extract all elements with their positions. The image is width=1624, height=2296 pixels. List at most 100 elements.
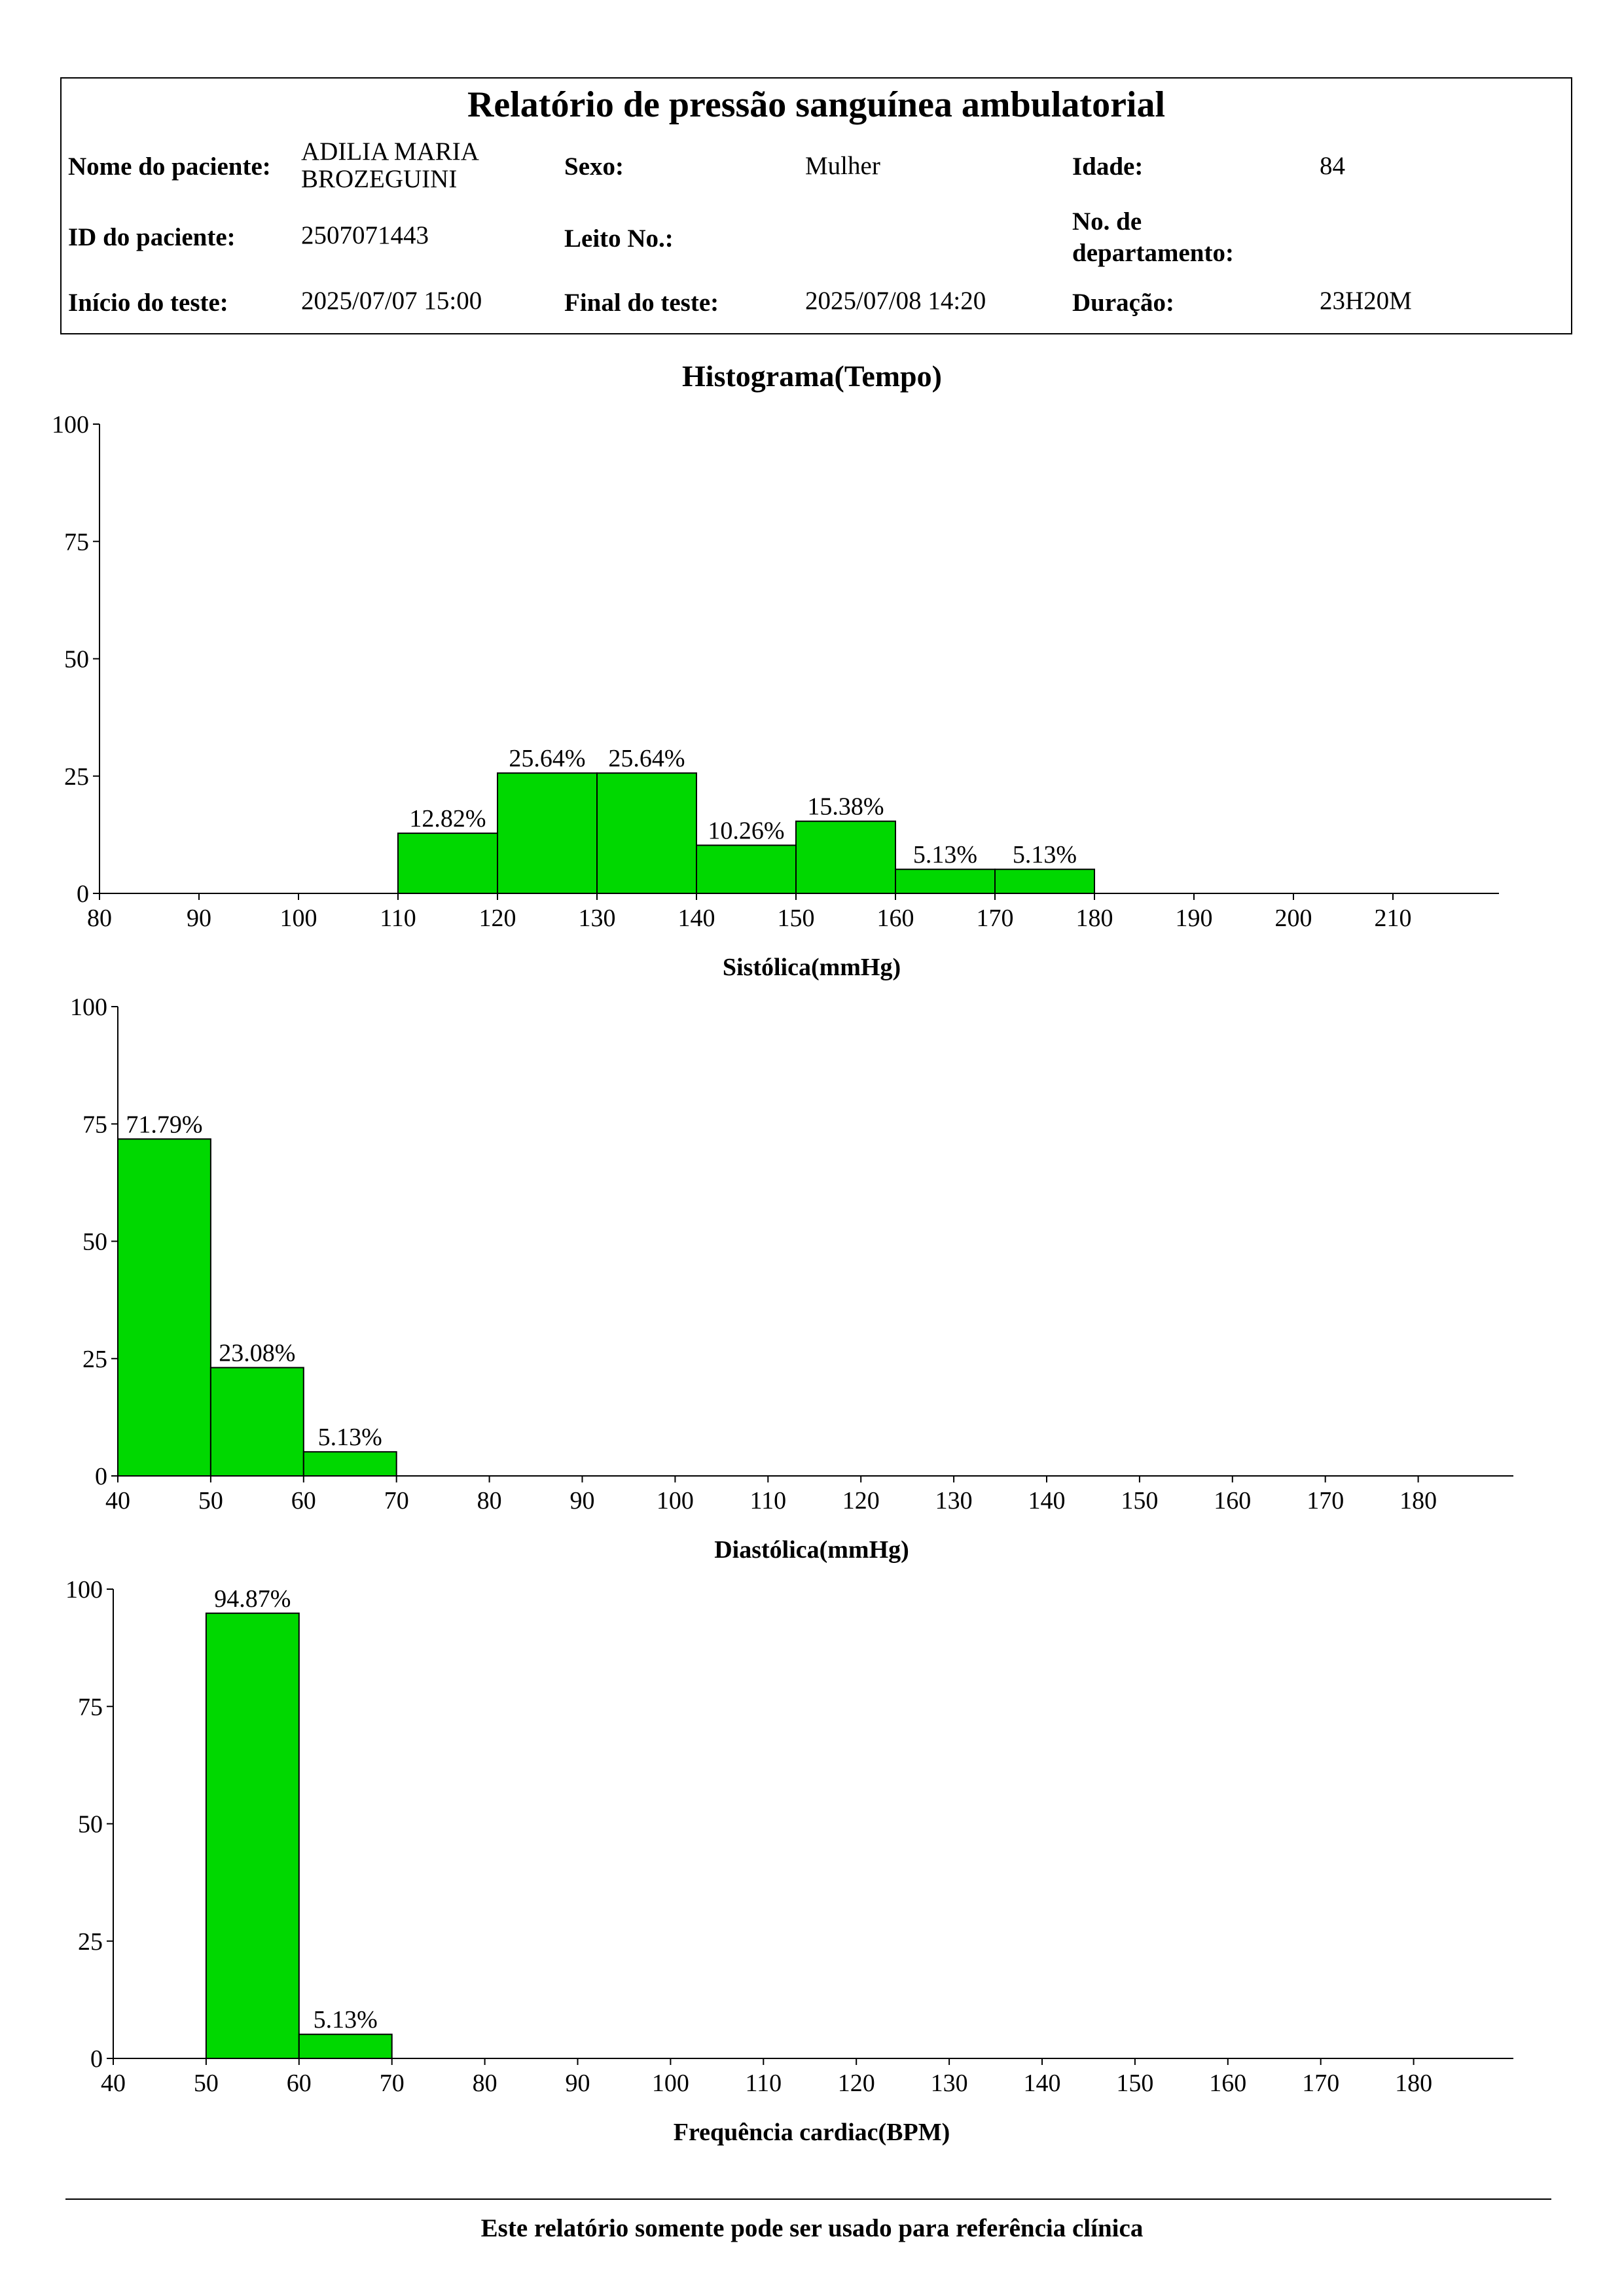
systolic-x-tick-label: 210 — [1375, 905, 1412, 932]
dept-label-line1: No. de — [1072, 207, 1142, 236]
heart-rate-y-tick-label: 100 — [65, 1576, 103, 1604]
diastolic-x-tick-label: 70 — [384, 1487, 409, 1515]
diastolic-x-tick-label: 180 — [1399, 1487, 1437, 1515]
systolic-bar — [397, 833, 498, 895]
systolic-x-tick-label: 110 — [380, 905, 416, 932]
systolic-x-tick-label: 170 — [977, 905, 1014, 932]
heart-rate-x-tick-label: 80 — [473, 2070, 497, 2097]
heart-rate-x-tick-label: 120 — [838, 2070, 875, 2097]
systolic-bar-label: 10.26% — [708, 817, 784, 844]
end-label: Final do teste: — [564, 289, 719, 317]
start-label: Início do teste: — [68, 289, 228, 317]
age-label: Idade: — [1072, 152, 1144, 181]
footer-divider — [65, 2198, 1551, 2200]
heart-rate-y-tick-label: 25 — [78, 1928, 103, 1956]
systolic-x-tick-label: 100 — [280, 905, 317, 932]
report-title: Relatório de pressão sanguínea ambulator… — [467, 84, 1166, 125]
heart-rate-x-tick-label: 70 — [380, 2070, 405, 2097]
diastolic-x-axis-label: Diastólica(mmHg) — [714, 1536, 909, 1564]
diastolic-bar — [302, 1451, 397, 1477]
diastolic-x-tick-label: 160 — [1214, 1487, 1251, 1515]
end-value: 2025/07/08 14:20 — [805, 287, 986, 315]
heart-rate-x-tick-label: 50 — [194, 2070, 219, 2097]
systolic-bar — [696, 844, 797, 894]
age-value: 84 — [1320, 152, 1345, 180]
systolic-y-tick-label: 0 — [77, 880, 89, 908]
diastolic-x-tick-label: 140 — [1028, 1487, 1066, 1515]
heart-rate-x-tick-label: 100 — [652, 2070, 689, 2097]
heart-rate-x-tick-label: 180 — [1395, 2070, 1432, 2097]
systolic-bar — [895, 869, 996, 894]
heart-rate-y-tick-label: 50 — [78, 1811, 103, 1839]
diastolic-x-tick-label: 150 — [1121, 1487, 1158, 1515]
patient-id-label: ID do paciente: — [68, 223, 236, 251]
diastolic-x-tick-label: 170 — [1307, 1487, 1344, 1515]
diastolic-y-tick-label: 25 — [82, 1346, 107, 1373]
diastolic-y-tick-label: 75 — [82, 1111, 107, 1138]
diastolic-y-tick-label: 50 — [82, 1229, 107, 1256]
patient-id-value: 2507071443 — [301, 221, 429, 249]
systolic-y-tick-label: 100 — [52, 411, 89, 439]
systolic-bar-label: 5.13% — [913, 841, 977, 869]
duration-value: 23H20M — [1320, 287, 1412, 315]
systolic-x-tick-label: 160 — [877, 905, 914, 932]
heart-rate-x-tick-label: 160 — [1209, 2070, 1246, 2097]
systolic-y-tick-label: 25 — [64, 763, 89, 791]
heart-rate-x-axis-label: Frequência cardiac(BPM) — [674, 2119, 950, 2146]
systolic-x-tick-label: 190 — [1176, 905, 1213, 932]
heart-rate-y-tick-label: 0 — [90, 2045, 103, 2073]
heart-rate-x-tick-label: 150 — [1116, 2070, 1153, 2097]
systolic-bar — [596, 772, 697, 894]
systolic-x-tick-label: 90 — [187, 905, 211, 932]
diastolic-bar — [117, 1138, 211, 1477]
systolic-bar-label: 12.82% — [409, 805, 486, 833]
systolic-bar-label: 15.38% — [807, 793, 884, 821]
heart-rate-x-tick-label: 130 — [931, 2070, 968, 2097]
histogram-title: Histograma(Tempo) — [682, 359, 942, 393]
diastolic-bar-label: 5.13% — [318, 1424, 382, 1451]
duration-label: Duração: — [1072, 289, 1174, 317]
systolic-x-tick-label: 130 — [579, 905, 616, 932]
systolic-x-tick-label: 140 — [678, 905, 715, 932]
systolic-bar — [497, 772, 598, 894]
dept-label-line2: departamento: — [1072, 239, 1234, 267]
systolic-bar-label: 25.64% — [608, 745, 685, 772]
bed-label: Leito No.: — [564, 224, 674, 253]
sex-label: Sexo: — [564, 152, 624, 181]
systolic-bar — [795, 820, 896, 894]
diastolic-bar — [209, 1367, 304, 1477]
systolic-y-tick-label: 50 — [64, 646, 89, 673]
diastolic-bar-label: 71.79% — [126, 1111, 202, 1138]
diastolic-x-tick-label: 90 — [570, 1487, 595, 1515]
systolic-x-tick-label: 150 — [778, 905, 815, 932]
heart-rate-x-tick-label: 170 — [1302, 2070, 1339, 2097]
diastolic-x-tick-label: 60 — [291, 1487, 316, 1515]
diastolic-bar-label: 23.08% — [219, 1340, 295, 1367]
systolic-x-tick-label: 180 — [1076, 905, 1113, 932]
heart-rate-bar-label: 5.13% — [314, 2006, 378, 2034]
heart-rate-x-tick-label: 110 — [746, 2070, 782, 2097]
heart-rate-x-tick-label: 140 — [1024, 2070, 1061, 2097]
heart-rate-histogram: 94.87% 5.13% 0 25 50 75 100 40 50 60 70 80 90 100 110 1… — [65, 1576, 1513, 2146]
heart-rate-bar-label: 94.87% — [214, 1585, 291, 1613]
patient-name-label: Nome do paciente: — [68, 152, 271, 181]
sex-value: Mulher — [805, 152, 880, 180]
systolic-bar-label: 5.13% — [1013, 841, 1077, 869]
footer-note: Este relatório somente pode ser usado pa… — [480, 2214, 1144, 2242]
systolic-x-axis-label: Sistólica(mmHg) — [723, 954, 901, 981]
systolic-y-tick-label: 75 — [64, 528, 89, 556]
heart-rate-bar — [205, 1612, 300, 2059]
diastolic-x-tick-label: 50 — [198, 1487, 223, 1515]
patient-name-line1: ADILIA MARIA — [301, 137, 479, 166]
systolic-x-tick-label: 200 — [1275, 905, 1312, 932]
heart-rate-bar — [298, 2034, 393, 2059]
diastolic-x-tick-label: 80 — [477, 1487, 502, 1515]
systolic-bar — [994, 869, 1095, 894]
diastolic-x-tick-label: 120 — [842, 1487, 880, 1515]
diastolic-y-tick-label: 100 — [70, 994, 107, 1021]
systolic-histogram: 12.82% 25.64% 25.64% 10.26% 15.38% 5.13% 5.13%… — [52, 411, 1499, 981]
diastolic-x-tick-label: 100 — [657, 1487, 694, 1515]
systolic-x-tick-label: 120 — [479, 905, 516, 932]
diastolic-x-tick-label: 130 — [935, 1487, 973, 1515]
patient-name-line2: BROZEGUINI — [301, 165, 458, 193]
